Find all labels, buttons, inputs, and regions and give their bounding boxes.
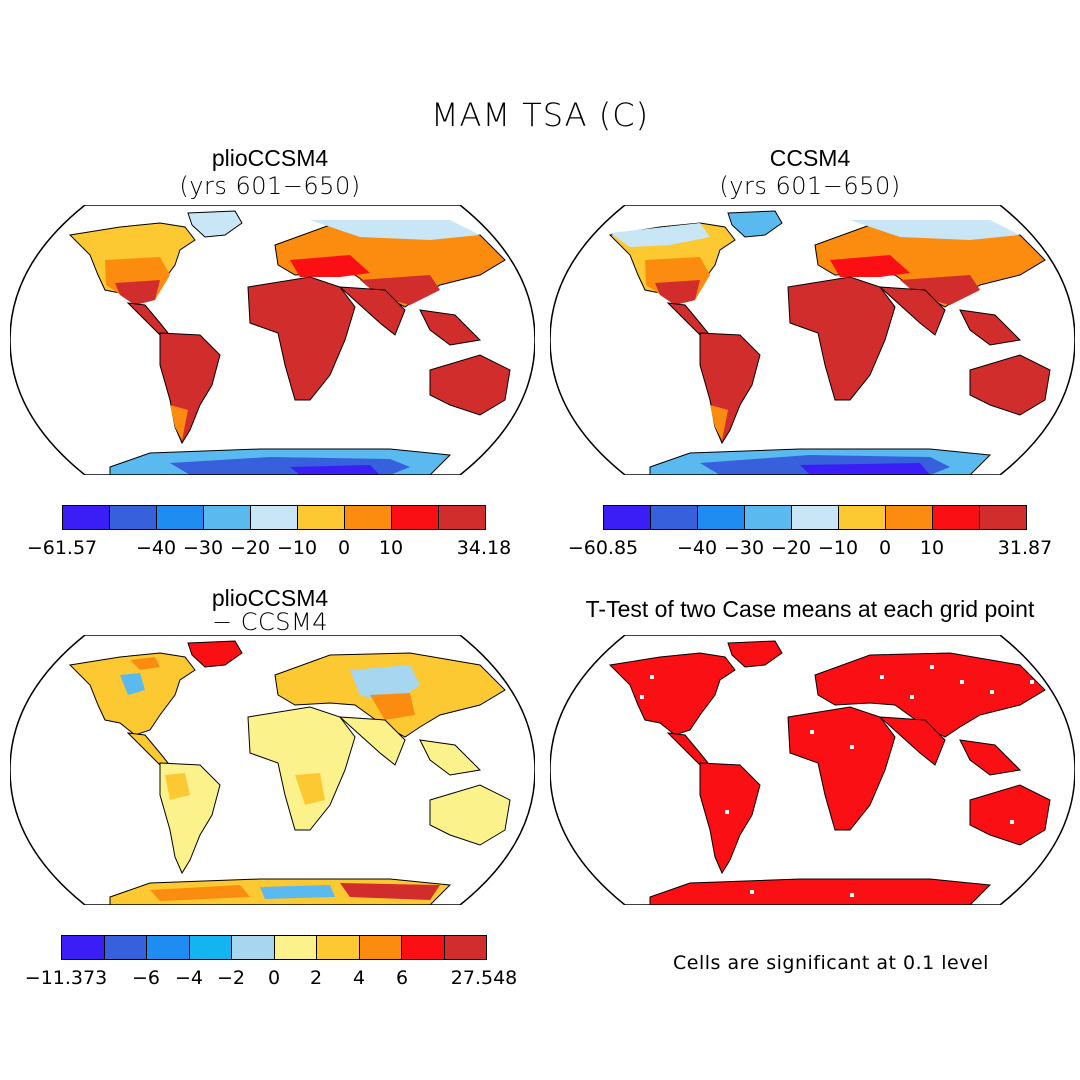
colorbar-plioCCSM4 <box>62 505 486 530</box>
colorbar-swatch <box>933 506 980 529</box>
colorbar-swatch <box>232 936 275 959</box>
panel3-title: plioCCSM4 <box>211 585 329 611</box>
cb0-label: 10 <box>378 537 404 559</box>
colorbar-swatch <box>110 506 157 529</box>
colorbar-swatch <box>157 506 204 529</box>
colorbar-swatch <box>698 506 745 529</box>
cb0-label: 34.18 <box>456 537 512 559</box>
panel4-title: T-Test of two Case means at each grid po… <box>585 596 1035 622</box>
colorbar-difference <box>61 935 487 960</box>
cb1-label: 0 <box>878 537 892 559</box>
colorbar-swatch <box>402 936 445 959</box>
cb2-label: −11.373 <box>24 967 108 989</box>
colorbar-swatch <box>189 936 232 959</box>
colorbar-swatch <box>359 936 402 959</box>
panel2-title: CCSM4 <box>769 145 851 171</box>
panel1-subtitle: (yrs 601−650) <box>179 172 361 200</box>
cb1-label: −40 <box>676 537 718 559</box>
cb2-label: 0 <box>267 967 281 989</box>
cb1-label: 31.87 <box>997 537 1053 559</box>
cb1-label: −10 <box>817 537 859 559</box>
colorbar-swatch <box>147 936 190 959</box>
cb2-label: 27.548 <box>450 967 518 989</box>
colorbar-swatch <box>980 506 1026 529</box>
colorbar-swatch <box>274 936 317 959</box>
cb1-label: −60.85 <box>567 537 639 559</box>
cb2-label: −6 <box>131 967 161 989</box>
panel2-subtitle: (yrs 601−650) <box>719 172 901 200</box>
colorbar-swatch <box>317 936 360 959</box>
colorbar-swatch <box>204 506 251 529</box>
colorbar-swatch <box>392 506 439 529</box>
colorbar-swatch <box>298 506 345 529</box>
colorbar-swatch <box>439 506 485 529</box>
colorbar-swatch <box>104 936 147 959</box>
colorbar-swatch <box>604 506 651 529</box>
colorbar-swatch <box>886 506 933 529</box>
cb0-label: −20 <box>229 537 271 559</box>
colorbar-swatch <box>444 936 486 959</box>
cb0-label: 0 <box>337 537 351 559</box>
figure-title: MAM TSA (C) <box>430 96 650 134</box>
cb0-label: −40 <box>135 537 177 559</box>
colorbar-swatch <box>839 506 886 529</box>
cb2-label: −2 <box>216 967 246 989</box>
cb0-label: −61.57 <box>26 537 98 559</box>
cb0-label: −30 <box>182 537 224 559</box>
cb1-label: 10 <box>919 537 945 559</box>
map-difference <box>10 635 535 905</box>
cb1-label: −20 <box>770 537 812 559</box>
cb2-label: 4 <box>352 967 366 989</box>
cb2-label: −4 <box>174 967 204 989</box>
cb1-label: −30 <box>723 537 765 559</box>
map-ttest <box>550 635 1075 905</box>
significance-note: Cells are significant at 0.1 level <box>673 952 989 974</box>
colorbar-swatch <box>792 506 839 529</box>
colorbar-CCSM4 <box>603 505 1027 530</box>
colorbar-swatch <box>745 506 792 529</box>
cb0-label: −10 <box>276 537 318 559</box>
cb2-label: 6 <box>395 967 409 989</box>
panel1-title: plioCCSM4 <box>211 145 329 171</box>
cb2-label: 2 <box>309 967 323 989</box>
map-plioCCSM4 <box>10 205 535 475</box>
colorbar-swatch <box>62 936 105 959</box>
colorbar-swatch <box>651 506 698 529</box>
colorbar-swatch <box>345 506 392 529</box>
colorbar-swatch <box>63 506 110 529</box>
colorbar-swatch <box>251 506 298 529</box>
panel3-subtitle: − CCSM4 <box>212 608 328 636</box>
map-CCSM4 <box>550 205 1075 475</box>
